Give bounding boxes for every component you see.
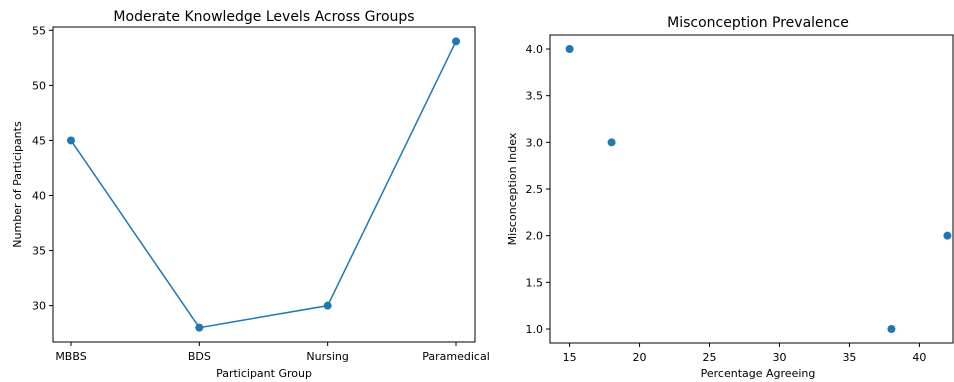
data-point <box>67 136 75 145</box>
chart-title: Misconception Prevalence <box>667 15 849 31</box>
y-tick-label: 45 <box>32 134 46 147</box>
y-tick-label: 35 <box>32 245 46 258</box>
y-tick-label: 4.0 <box>526 43 544 56</box>
x-tick-label: 35 <box>842 351 856 364</box>
x-tick-label: 40 <box>912 351 926 364</box>
x-axis-label: Percentage Agreeing <box>701 367 816 380</box>
y-tick-label: 3.0 <box>526 136 544 149</box>
data-point <box>452 37 460 46</box>
x-tick-label: 15 <box>563 351 577 364</box>
data-point <box>195 323 204 332</box>
data-point <box>943 231 952 240</box>
x-tick-label: 25 <box>703 351 717 364</box>
y-tick-label: 30 <box>32 300 46 313</box>
scatter-chart: Misconception Prevalence 1.0 1.5 2.0 2.5 3.0… <box>506 15 954 380</box>
x-tick-label: MBBS <box>55 350 86 363</box>
y-tick-label: 3.5 <box>526 90 544 103</box>
data-point <box>565 45 574 53</box>
x-axis-label: Participant Group <box>216 367 312 380</box>
x-tick-label: Nursing <box>306 350 348 363</box>
y-axis-label: Misconception Index <box>506 132 519 245</box>
chart-title: Moderate Knowledge Levels Across Groups <box>113 9 414 25</box>
x-tick-label: BDS <box>188 350 211 363</box>
x-tick-label: Paramedical <box>422 350 490 363</box>
line-chart: Moderate Knowledge Levels Across Groups … <box>11 9 490 380</box>
y-tick-label: 50 <box>32 79 46 92</box>
data-point <box>323 301 332 310</box>
y-tick-label: 2.5 <box>526 183 544 196</box>
y-tick-label: 1.0 <box>526 323 544 336</box>
x-tick-label: 20 <box>633 351 647 364</box>
y-tick-label: 1.5 <box>526 276 544 289</box>
x-tick-label: 30 <box>772 351 786 364</box>
y-tick-label: 2.0 <box>526 230 544 243</box>
plot-frame <box>52 26 476 343</box>
y-tick-label: 40 <box>32 190 46 203</box>
plot-frame <box>549 34 954 344</box>
data-point <box>887 325 896 333</box>
data-point <box>607 138 616 147</box>
y-axis-label: Number of Participants <box>11 121 24 248</box>
series-line <box>70 40 457 329</box>
y-tick-label: 55 <box>32 24 46 37</box>
